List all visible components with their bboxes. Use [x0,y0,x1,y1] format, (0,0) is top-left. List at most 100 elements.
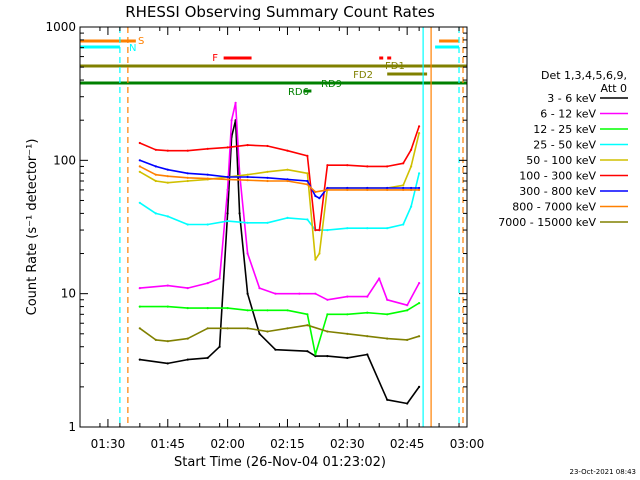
series-4-point [418,132,421,135]
series-0-point [218,345,221,348]
series-1-point [406,304,409,307]
legend: Det 1,3,4,5,6,9,Att 0 3 - 6 keV 6 - 12 keV… [498,69,628,229]
series-2-point [166,305,169,308]
series-0-point [326,355,329,358]
series-6-point [306,179,309,183]
series-8-point [346,332,349,335]
plot-frame [79,26,468,428]
series-1-point [346,295,349,298]
series-4-point [246,173,249,176]
series-1-point [258,287,261,290]
series-6-point [138,159,141,162]
series-5-point [266,144,269,148]
series-0-point [258,332,261,335]
legend-header-line: Det 1,3,4,5,6,9, [541,69,627,82]
series-6-point [286,178,289,181]
series-1-point [246,252,249,255]
series-8-point [286,327,289,330]
series-5-point [166,149,169,152]
series-7-point [154,173,157,176]
series-1-point [206,282,209,285]
series-3-point [138,201,141,204]
series-6-point [386,186,389,190]
series-4-point [410,165,413,168]
series-5-point [318,229,321,232]
series-4-point [166,181,169,184]
series-5-point [226,146,229,149]
series-8-point [186,337,189,340]
series-1-point [298,292,301,295]
series-8-point [226,327,229,330]
series-0-point [418,385,421,388]
series-8-point [266,330,269,333]
series-0-point [238,212,241,215]
legend-label: 50 - 100 keV [526,154,596,167]
series-5-point [326,164,329,167]
series-0-point [166,362,169,365]
flag-label-rd9: RD9 [321,79,342,90]
legend-label: 100 - 300 keV [519,170,596,183]
series-3-point [402,223,405,226]
x-tick-label: 01:45 [150,437,185,451]
x-tick-label: 02:00 [210,437,245,451]
series-6-point [410,186,413,190]
y-tick-label: 10 [61,287,76,301]
series-line-8 [139,324,420,343]
series-7-point [366,188,369,191]
series-3-point [306,218,309,221]
flag-label-f: F [212,53,218,64]
series-2-point [286,309,289,312]
series-4-point [138,170,141,173]
series-5-point [346,164,349,167]
series-7-point [266,179,269,183]
series-4-point [306,172,309,175]
series-7-point [166,175,169,178]
series-1-point [238,172,241,175]
series-5-point [286,149,289,152]
flag-label-n: N [129,43,136,54]
series-2-point [266,309,269,312]
series-2-point [326,313,329,316]
series-line-0 [139,119,420,405]
flag-label-s: S [138,36,144,47]
series-4-point [266,170,269,173]
series-0-point [274,348,277,351]
series-0-point [138,358,141,361]
series-3-point [154,212,157,215]
series-7-point [286,179,289,183]
series-1-point [274,292,277,295]
series-4-point [402,184,405,187]
series-7-point [314,190,317,193]
series-5-point [366,165,369,168]
series-6-point [314,194,317,198]
series-5-point [418,125,421,128]
series-6-point [154,165,157,168]
series-3-point [326,229,329,232]
series-3-point [386,227,389,230]
series-1-point [186,287,189,290]
series-7-point [306,183,309,186]
series-0-point [186,358,189,361]
legend-label: 12 - 25 keV [533,123,596,136]
series-5-point [314,229,317,232]
series-8-point [306,324,309,327]
series-8-point [206,327,209,330]
series-8-point [138,327,141,330]
series-6-point [186,172,189,175]
series-8-point [366,335,369,338]
series-3-point [206,223,209,226]
series-7-point [346,188,349,191]
series-line-7 [139,165,420,193]
series-0-point [246,292,249,295]
x-axis-label: Start Time (26-Nov-04 01:23:02) [174,455,386,470]
series-7-point [246,179,249,182]
flag-label-fd2: FD2 [353,70,373,81]
x-tick-label: 02:30 [330,437,365,451]
series-0-point [226,212,229,215]
series-2-point [386,313,389,316]
series-7-point [418,188,421,191]
series-3-point [246,221,249,224]
legend-label: 6 - 12 keV [540,108,596,121]
legend-label: 3 - 6 keV [547,92,596,105]
series-3-point [418,172,421,175]
